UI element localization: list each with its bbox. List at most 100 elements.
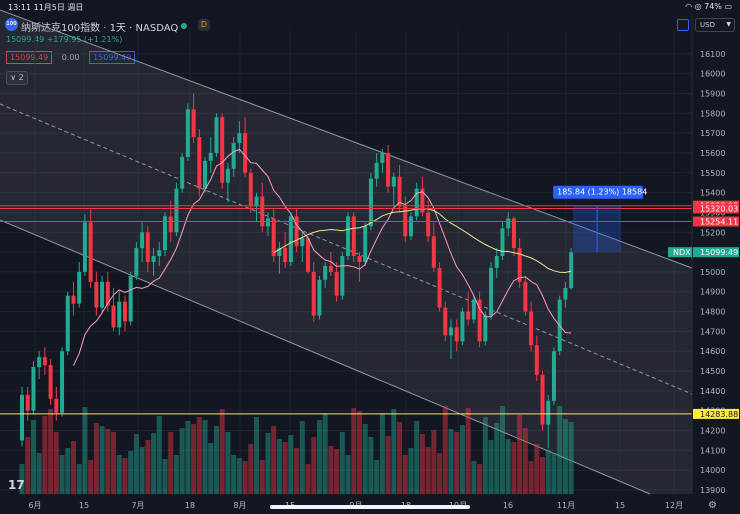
candle-body bbox=[500, 228, 505, 257]
indicators-toggle-button[interactable]: ∨ 2 bbox=[6, 71, 28, 85]
symbol-tag-label: NDX bbox=[673, 248, 691, 257]
wifi-icon: ◠ ◎ bbox=[685, 2, 705, 11]
candle-body bbox=[185, 109, 190, 157]
time-tick-label: 7月 bbox=[131, 501, 144, 510]
last-price: 15099.49 bbox=[6, 35, 44, 44]
volume-bar bbox=[128, 451, 134, 494]
candle-body bbox=[180, 156, 185, 189]
volume-bar bbox=[248, 444, 254, 494]
volume-bar bbox=[36, 453, 42, 494]
candle-body bbox=[426, 212, 431, 237]
candle-body bbox=[328, 265, 333, 272]
volume-bar bbox=[42, 416, 48, 494]
volume-bar bbox=[208, 443, 214, 494]
volume-bar bbox=[122, 458, 128, 494]
price-axis: 1390014000141001420014300144001450014600… bbox=[668, 14, 739, 495]
candle-body bbox=[203, 160, 208, 189]
candle-body bbox=[128, 275, 133, 322]
candle-body bbox=[437, 267, 442, 308]
volume-bar bbox=[511, 442, 517, 494]
volume-bar bbox=[345, 455, 351, 494]
chart-grid bbox=[0, 30, 692, 494]
home-indicator[interactable] bbox=[270, 505, 470, 509]
candle-body bbox=[494, 256, 499, 268]
volume-bar bbox=[534, 444, 540, 494]
candle-body bbox=[563, 287, 568, 300]
candle-body bbox=[363, 226, 368, 262]
currency-select[interactable]: USD ▼ bbox=[695, 18, 735, 32]
volume-bar bbox=[379, 413, 385, 494]
candle-body bbox=[197, 137, 202, 189]
price-tick-label: 15800 bbox=[700, 109, 725, 118]
battery-percent: 74% bbox=[704, 2, 722, 11]
time-tick-label: 11月 bbox=[557, 501, 575, 510]
candle-body bbox=[231, 143, 236, 169]
symbol-title[interactable]: 纳斯达克100指数 · 1天 · NASDAQ bbox=[21, 23, 179, 34]
volume-bar bbox=[99, 426, 105, 494]
volume-bar bbox=[311, 437, 317, 494]
volume-bar bbox=[488, 440, 494, 494]
price-tick-label: 14700 bbox=[700, 327, 725, 336]
candle-body bbox=[37, 357, 42, 368]
channel-fill bbox=[0, 10, 692, 494]
candle-body bbox=[517, 248, 522, 282]
tradingview-logo-icon: 17 bbox=[8, 478, 25, 492]
sell-button[interactable]: 15099.49 bbox=[6, 51, 53, 64]
volume-bar bbox=[202, 420, 208, 494]
volume-bar bbox=[437, 453, 443, 494]
volume-bar bbox=[88, 460, 94, 494]
volume-bar bbox=[425, 447, 431, 494]
volume-bar bbox=[568, 422, 574, 494]
candle-body bbox=[351, 216, 356, 257]
chart-type-icon[interactable] bbox=[677, 19, 689, 31]
volume-bar bbox=[139, 447, 145, 494]
status-time-date: 13:11 11月5日 週日 bbox=[8, 3, 84, 12]
volume-bar bbox=[385, 436, 391, 494]
candle-body bbox=[489, 267, 494, 316]
candle-body bbox=[71, 295, 76, 304]
candle-body bbox=[346, 216, 351, 257]
volume-bar bbox=[151, 433, 157, 494]
volume-bar bbox=[213, 426, 219, 494]
volume-bar bbox=[505, 439, 511, 494]
delayed-data-badge[interactable]: D bbox=[198, 19, 210, 31]
indicators-count: 2 bbox=[19, 73, 24, 82]
price-tag-bg bbox=[693, 408, 739, 419]
volume-bar bbox=[374, 460, 380, 494]
volume-bar bbox=[116, 455, 122, 494]
volume-bar bbox=[517, 415, 523, 494]
volume-bar bbox=[105, 429, 111, 494]
candle-body bbox=[140, 232, 145, 249]
volume-bar bbox=[482, 417, 488, 494]
candle-body bbox=[254, 196, 259, 207]
gear-icon[interactable]: ⚙ bbox=[708, 500, 717, 511]
candle-body bbox=[105, 281, 110, 306]
candle-body bbox=[31, 367, 36, 411]
battery-indicator: ◠ ◎ 74% ▭ bbox=[685, 2, 732, 11]
volume-bar bbox=[397, 422, 403, 494]
candle-body bbox=[134, 248, 139, 276]
time-tick-label: 12月 bbox=[665, 501, 683, 510]
price-tag-bg bbox=[693, 247, 739, 258]
channel-upper-line bbox=[0, 9, 693, 269]
price-change: +179.95 (+1.21%) bbox=[46, 35, 123, 44]
candle-body bbox=[380, 152, 385, 163]
price-tick-label: 16100 bbox=[700, 50, 725, 59]
candlestick-series bbox=[20, 93, 574, 449]
price-tag-label: 15254.11 bbox=[700, 218, 738, 227]
candle-body bbox=[306, 238, 310, 272]
candle-body bbox=[483, 315, 488, 342]
volume-bar bbox=[408, 448, 414, 494]
candle-body bbox=[277, 248, 282, 257]
candle-body bbox=[569, 252, 574, 288]
candle-body bbox=[317, 279, 322, 316]
volume-bar bbox=[288, 435, 294, 494]
price-tick-label: 14600 bbox=[700, 347, 725, 356]
volume-bar bbox=[48, 409, 54, 494]
price-tick-label: 15900 bbox=[700, 89, 725, 98]
candle-body bbox=[111, 305, 116, 328]
volume-bar bbox=[236, 458, 242, 494]
price-tick-label: 14400 bbox=[700, 387, 725, 396]
volume-bar bbox=[305, 464, 311, 494]
